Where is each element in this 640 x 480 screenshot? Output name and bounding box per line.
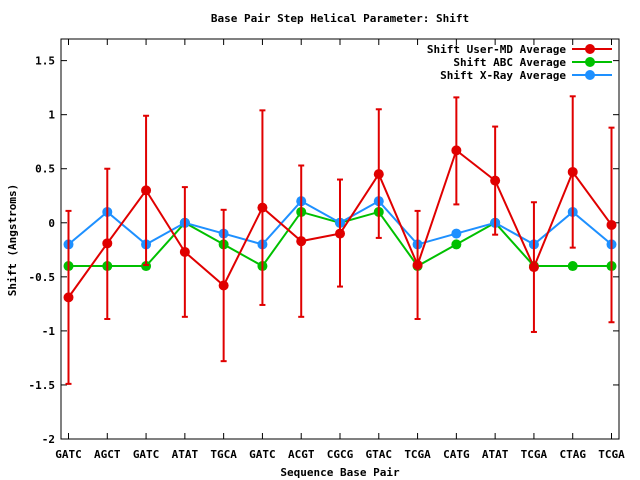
- legend-label: Shift X-Ray Average: [440, 69, 566, 82]
- y-tick-label: -1.5: [29, 379, 56, 392]
- x-tick-label: GTAC: [366, 448, 393, 461]
- legend-marker: [585, 57, 595, 67]
- x-tick-label: TCGA: [404, 448, 431, 461]
- x-tick-label: GATC: [55, 448, 82, 461]
- data-point: [296, 236, 307, 247]
- y-tick-label: -0.5: [29, 271, 56, 284]
- x-tick-label: CGCG: [327, 448, 354, 461]
- data-point: [102, 238, 113, 249]
- y-axis-label: Shift (Angstroms): [6, 184, 19, 297]
- legend-marker: [585, 70, 595, 80]
- data-point: [141, 185, 152, 196]
- data-point: [567, 261, 578, 272]
- x-tick-label: AGCT: [94, 448, 121, 461]
- x-axis-label: Sequence Base Pair: [280, 466, 400, 479]
- data-point: [451, 228, 462, 239]
- data-point: [606, 219, 617, 230]
- x-tick-label: TGCA: [210, 448, 237, 461]
- x-tick-label: TCGA: [521, 448, 548, 461]
- x-tick-label: CTAG: [559, 448, 586, 461]
- data-point: [373, 169, 384, 180]
- data-point: [218, 280, 229, 291]
- data-point: [257, 202, 268, 213]
- data-point: [451, 145, 462, 156]
- legend-marker: [585, 44, 595, 54]
- data-point: [567, 166, 578, 177]
- y-tick-label: -1: [42, 325, 56, 338]
- data-point: [63, 292, 74, 303]
- chart-title: Base Pair Step Helical Parameter: Shift: [211, 12, 469, 25]
- legend-label: Shift User-MD Average: [427, 43, 566, 56]
- data-point: [412, 259, 423, 270]
- y-tick-label: 0.5: [35, 163, 55, 176]
- data-point: [451, 239, 462, 250]
- data-point: [528, 262, 539, 273]
- y-tick-label: -2: [42, 433, 55, 446]
- x-tick-label: GATC: [133, 448, 160, 461]
- data-point: [179, 246, 190, 257]
- x-tick-label: ACGT: [288, 448, 315, 461]
- data-point: [141, 261, 152, 272]
- x-tick-label: TCGA: [598, 448, 625, 461]
- x-tick-label: CATG: [443, 448, 470, 461]
- y-tick-label: 1: [48, 109, 55, 122]
- data-point: [335, 228, 345, 239]
- series-0: [63, 95, 617, 385]
- x-tick-label: GATC: [249, 448, 276, 461]
- legend-label: Shift ABC Average: [453, 56, 566, 69]
- y-tick-label: 0: [48, 217, 55, 230]
- data-series: [63, 95, 617, 385]
- axis-ticks: -2 -1.5 -1 -0.5 0 0.5 1 1.5 GATC AGCT GATC ATAT TGCA…: [29, 39, 625, 461]
- x-tick-label: ATAT: [482, 448, 509, 461]
- y-tick-label: 1.5: [35, 55, 55, 68]
- data-point: [490, 175, 501, 186]
- x-tick-label: ATAT: [172, 448, 199, 461]
